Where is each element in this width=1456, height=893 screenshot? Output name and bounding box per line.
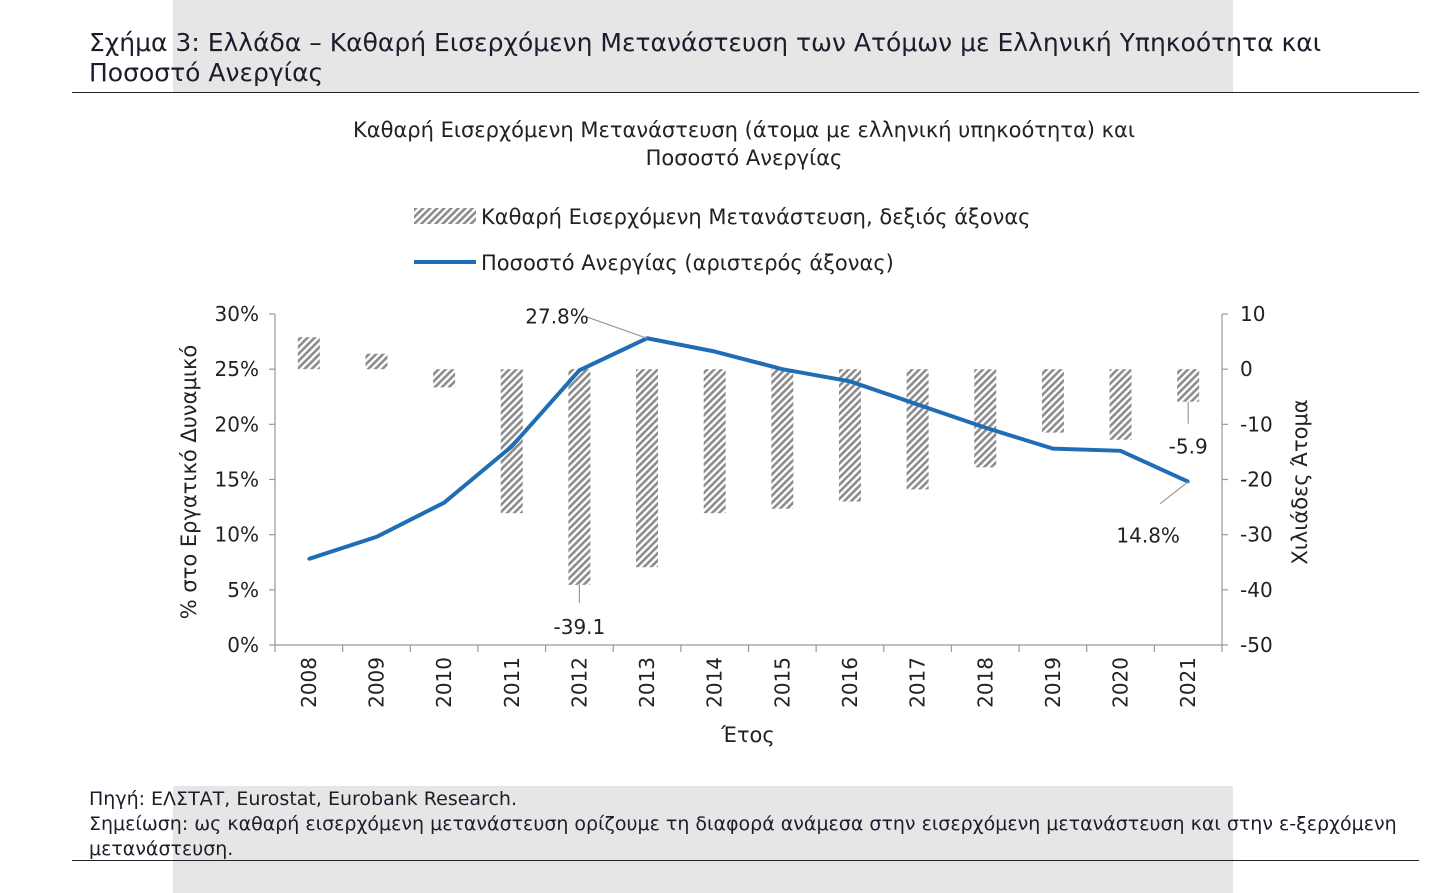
line-point-2010 xyxy=(442,501,446,505)
y-left-tick-label: 20% xyxy=(215,412,259,436)
y-left-tick-label: 10% xyxy=(215,523,259,547)
source-note: Πηγή: ΕΛΣΤΑΤ, Eurostat, Eurobank Researc… xyxy=(89,788,517,810)
legend-label-line: Ποσοστό Ανεργίας (αριστερός άξονας) xyxy=(481,251,894,275)
methodology-note: Σημείωση: ως καθαρή εισερχόμενη μετανάστ… xyxy=(89,813,1397,860)
line-point-2017 xyxy=(916,402,920,406)
line-point-2018 xyxy=(983,426,987,430)
y-right-tick-label: -40 xyxy=(1240,578,1273,602)
line-point-2016 xyxy=(848,379,852,383)
annotation-leader xyxy=(1159,481,1189,505)
y-right-tick-label: -30 xyxy=(1240,523,1273,547)
y-axis-right-label: Χιλιάδες Άτομα xyxy=(1288,399,1312,564)
y-left-tick-label: 25% xyxy=(215,357,259,381)
figure-title: Σχήμα 3: Ελλάδα – Καθαρή Εισερχόμενη Μετ… xyxy=(89,28,1322,87)
legend-swatch-bar xyxy=(414,208,476,224)
line-point-2012 xyxy=(577,368,581,372)
line-point-2020 xyxy=(1119,449,1123,453)
line-point-2011 xyxy=(510,444,514,448)
bar-2009 xyxy=(365,353,388,370)
bar-2020 xyxy=(1109,369,1132,440)
x-tick-label: 2015 xyxy=(770,657,794,708)
y-left-tick-label: 15% xyxy=(215,468,259,492)
bar-2011 xyxy=(500,369,523,514)
axes: 0% 5% 10% 15% 20% 25% 30% -50 -40 -30 -20 -10 0 10 200… xyxy=(215,302,1273,708)
x-axis-label: Έτος xyxy=(720,723,774,747)
chart-panel xyxy=(137,93,1353,786)
y-left-tick-label: 0% xyxy=(227,633,259,657)
x-tick-label: 2014 xyxy=(703,657,727,708)
bar-2017 xyxy=(906,369,929,490)
x-tick-label: 2012 xyxy=(567,657,591,708)
chart-title-line-1: Καθαρή Εισερχόμενη Μετανάστευση (άτομα μ… xyxy=(353,118,1135,142)
bar-2018 xyxy=(974,369,997,468)
y-right-tick-label: 0 xyxy=(1240,357,1253,381)
x-tick-label: 2020 xyxy=(1109,657,1133,708)
bar-2019 xyxy=(1041,369,1064,433)
x-tick-label: 2016 xyxy=(838,657,862,708)
x-tick-label: 2009 xyxy=(364,657,388,708)
annotation-label: -5.9 xyxy=(1169,435,1208,459)
y-right-tick-label: -10 xyxy=(1240,412,1273,436)
annotation-leader xyxy=(584,315,648,339)
bar-series xyxy=(297,337,1200,585)
line-point-2008 xyxy=(307,557,311,561)
x-tick-label: 2013 xyxy=(635,657,659,708)
bar-2010 xyxy=(433,369,456,388)
x-tick-label: 2008 xyxy=(297,657,321,708)
bar-2013 xyxy=(636,369,659,568)
y-right-tick-label: 10 xyxy=(1240,302,1265,326)
y-left-tick-label: 5% xyxy=(227,578,259,602)
bar-2014 xyxy=(703,369,726,514)
x-tick-label: 2017 xyxy=(906,657,930,708)
line-point-2015 xyxy=(780,367,784,371)
unemployment-line xyxy=(308,336,1190,561)
x-tick-label: 2021 xyxy=(1176,657,1200,708)
annotations: 27.8% -39.1 -5.9 14.8% xyxy=(525,304,1207,639)
bar-2012 xyxy=(568,369,591,585)
annotation-label: 27.8% xyxy=(525,304,589,328)
bar-2008 xyxy=(297,337,320,370)
y-left-tick-label: 30% xyxy=(215,302,259,326)
y-right-tick-label: -20 xyxy=(1240,468,1273,492)
bar-2021 xyxy=(1177,369,1200,402)
chart-title-line-2: Ποσοστό Ανεργίας xyxy=(646,146,843,170)
x-tick-label: 2019 xyxy=(1041,657,1065,708)
x-tick-label: 2011 xyxy=(500,657,524,708)
legend-label-bar: Καθαρή Εισερχόμενη Μετανάστευση, δεξιός … xyxy=(481,205,1031,229)
legend: Καθαρή Εισερχόμενη Μετανάστευση, δεξιός … xyxy=(414,205,1031,275)
bottom-divider xyxy=(72,860,1419,861)
annotation-label: 14.8% xyxy=(1116,524,1180,548)
bar-2015 xyxy=(771,369,794,509)
x-tick-label: 2010 xyxy=(432,657,456,708)
line-point-2014 xyxy=(713,350,717,354)
top-divider xyxy=(72,92,1419,93)
annotation-label: -39.1 xyxy=(554,615,606,639)
bar-2016 xyxy=(838,369,861,502)
y-axis-left-label: % στο Εργατικό Δυναμικό xyxy=(177,345,201,619)
line-point-2019 xyxy=(1051,447,1055,451)
y-right-tick-label: -50 xyxy=(1240,633,1273,657)
line-point-2009 xyxy=(374,535,378,539)
figure-notes: Πηγή: ΕΛΣΤΑΤ, Eurostat, Eurobank Researc… xyxy=(89,787,1409,862)
x-tick-label: 2018 xyxy=(973,657,997,708)
